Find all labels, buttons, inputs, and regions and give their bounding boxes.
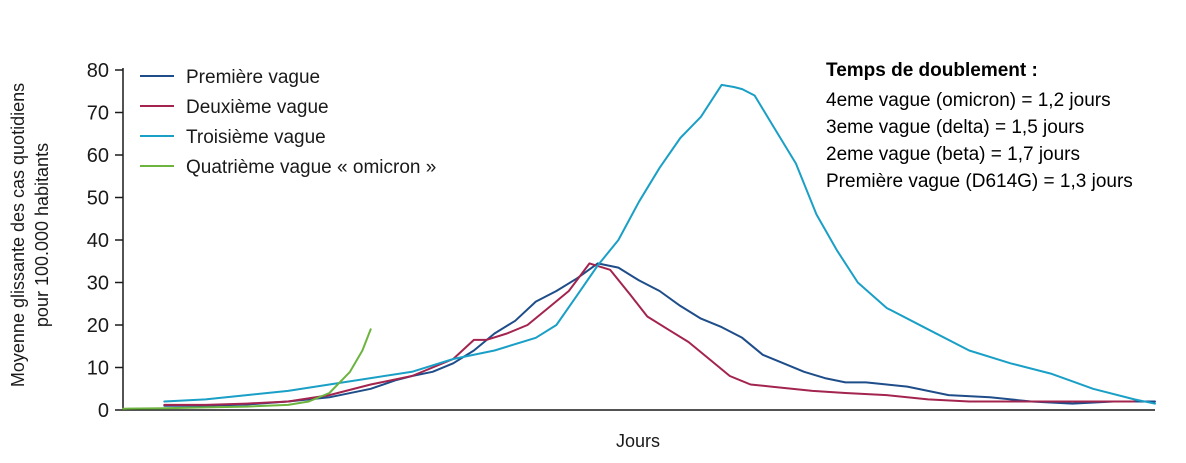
- note-line: 2eme vague (beta) = 1,7 jours: [826, 144, 1080, 165]
- doubling-time-note: Temps de doublement : 4eme vague (omicro…: [826, 60, 1133, 192]
- y-tick-label: 80: [87, 60, 109, 82]
- y-axis-title-line-2: pour 100.000 habitants: [32, 143, 52, 327]
- axes: 0 10 20 30 40 50 60 70 80: [87, 60, 1155, 422]
- note-title: Temps de doublement :: [826, 60, 1038, 81]
- legend-label: Quatrième vague « omicron »: [186, 157, 436, 178]
- y-tick-label: 60: [87, 145, 109, 167]
- y-tick-label: 10: [87, 358, 109, 380]
- series-line: [122, 328, 372, 410]
- y-axis-title-line-1: Moyenne glissante des cas quotidiens: [8, 83, 28, 387]
- y-tick-label: 20: [87, 315, 109, 337]
- legend: Première vague Deuxième vague Troisième va…: [140, 67, 436, 178]
- note-line: Première vague (D614G) = 1,3 jours: [826, 171, 1133, 192]
- y-tick-label: 50: [87, 188, 109, 210]
- series-line: [163, 83, 1156, 405]
- series-line: [163, 262, 1156, 407]
- series-line: [163, 262, 1136, 406]
- series-lines: [122, 83, 1156, 410]
- y-tick-label: 30: [87, 273, 109, 295]
- y-tick-label: 40: [87, 230, 109, 252]
- y-tick-label: 0: [98, 400, 109, 422]
- x-axis-title: Jours: [616, 431, 660, 451]
- legend-label: Deuxième vague: [186, 97, 329, 118]
- y-tick-label: 70: [87, 103, 109, 125]
- legend-label: Troisième vague: [186, 127, 326, 148]
- note-line: 3eme vague (delta) = 1,5 jours: [826, 117, 1084, 138]
- note-line: 4eme vague (omicron) = 1,2 jours: [826, 90, 1111, 111]
- legend-label: Première vague: [186, 67, 320, 88]
